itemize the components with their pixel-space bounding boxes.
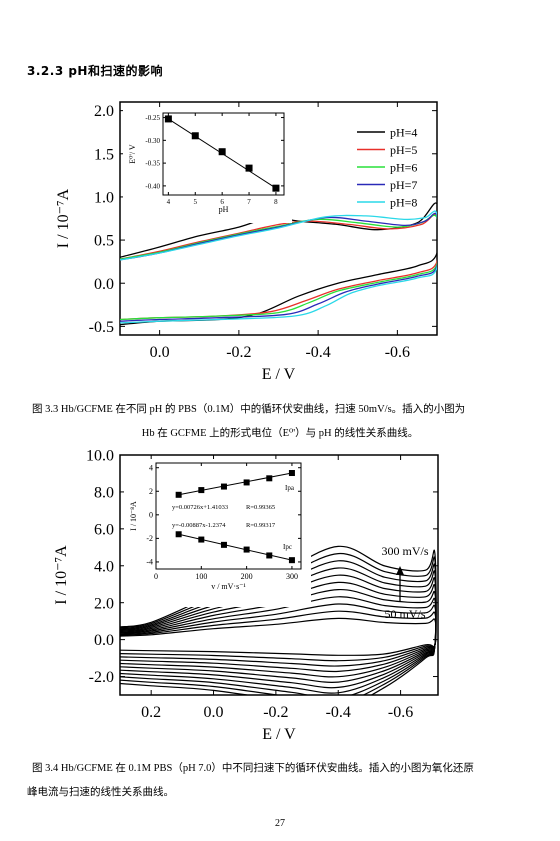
figure-3-3-caption: 图 3.3 Hb/GCFME 在不同 pH 的 PBS（0.1M）中的循环伏安曲…	[0, 398, 560, 446]
fig33-curves	[120, 202, 437, 326]
fig34-annotation-bottom: 50 mV/s	[384, 607, 425, 621]
fig34-inset-equation-ipc: y=-0.00887x-1.2374	[172, 522, 226, 529]
fig34-inset-point-2-3	[220, 541, 227, 548]
fig33-x-tick-label: -0.2	[226, 344, 251, 361]
fig34-inset-x-tick-label: 300	[286, 572, 298, 581]
fig34-inset-x-tick-label: 0	[154, 572, 158, 581]
fig33-legend-label-2: pH=5	[390, 143, 417, 157]
fig34-inset-y-tick-label: 4	[149, 464, 153, 473]
fig34-inset-y-tick-label: 0	[149, 511, 153, 520]
fig34-inset-series-label-ipa: Ipa	[285, 484, 295, 492]
fig33-y-tick-label: 1.0	[94, 190, 114, 207]
fig33-y-tick-label: 0.5	[94, 233, 114, 250]
fig34-inset-fit-line-2	[178, 533, 293, 561]
section-heading: 3.2.3 pH和扫速的影响	[27, 64, 163, 78]
fig34-y-tick-label: 0.0	[94, 632, 114, 649]
fig33-inset-background	[123, 107, 292, 223]
fig33-inset-x-tick-label: 6	[220, 198, 224, 206]
fig34-x-axis-label: E / V	[262, 726, 296, 743]
fig34-inset-r-ipc: R=0.99317	[246, 522, 276, 529]
fig33-inset-x-axis-label: pH	[219, 205, 229, 214]
fig34-inset-y-tick-label: -2	[146, 534, 153, 543]
fig34-inset-point-1-6	[288, 470, 295, 477]
fig33-series-4-curve	[120, 212, 437, 322]
fig34-inset-point-1-5	[266, 475, 273, 482]
fig33-inset-point-4	[245, 164, 253, 172]
fig33-x-axis-label: E / V	[262, 366, 296, 383]
fig34-inset-fit-line-1	[178, 472, 293, 496]
fig33-inset-point-5	[272, 184, 280, 192]
figure-3-4-caption-line-1: 图 3.4 Hb/GCFME 在 0.1M PBS（pH 7.0）中不同扫速下的…	[32, 763, 474, 774]
fig33-inset-x-tick-label: 8	[274, 198, 278, 206]
fig33-x-tick-label: -0.4	[305, 344, 330, 361]
figure-3-4-caption-line-2: 峰电流与扫速的线性关系曲线。	[27, 787, 174, 798]
fig34-annotation-top: 300 mV/s	[381, 544, 428, 558]
fig34-inset-point-1-1	[175, 491, 182, 498]
figure-3-3-caption-line-1: 图 3.3 Hb/GCFME 在不同 pH 的 PBS（0.1M）中的循环伏安曲…	[32, 404, 466, 415]
fig33-x-tick-label: -0.6	[385, 344, 410, 361]
figure-3-4-caption: 图 3.4 Hb/GCFME 在 0.1M PBS（pH 7.0）中不同扫速下的…	[0, 757, 560, 805]
fig34-inset-point-1-3	[220, 483, 227, 490]
fig33-inset-x-tick-label: 4	[167, 198, 171, 206]
fig33-legend-label-3: pH=6	[390, 161, 417, 175]
page-number: 27	[275, 818, 285, 829]
fig34-inset-point-1-2	[198, 487, 205, 494]
fig34-y-tick-label: 10.0	[86, 448, 114, 465]
fig33-y-tick-label: 0.0	[94, 276, 114, 293]
fig33-legend-label-4: pH=7	[390, 178, 417, 192]
fig33-x-tick-label: 0.0	[150, 344, 170, 361]
fig33-y-tick-label: 2.0	[94, 103, 114, 120]
fig34-inset-point-2-2	[198, 536, 205, 543]
fig34-inset-point-2-6	[288, 557, 295, 564]
fig34-inset-y-tick-label: 2	[149, 487, 153, 496]
figure-3-3-caption-line-2: Hb 在 GCFME 上的形式电位（E⁰'）与 pH 的线性关系曲线。	[141, 428, 419, 439]
fig34-arrow-head	[396, 566, 404, 575]
fig33-inset-x-tick-label: 7	[247, 198, 251, 206]
fig34-inset-x-tick-label: 200	[241, 572, 253, 581]
fig33-inset-point-1	[164, 115, 172, 123]
fig33-y-tick-label: 1.5	[94, 146, 114, 163]
fig34-inset-point-1-4	[243, 479, 250, 486]
fig33-inset-y-tick-label: -0.40	[145, 182, 160, 190]
fig34-x-tick-label: -0.6	[388, 704, 413, 721]
fig34-inset-series-label-ipc: Ipc	[283, 543, 292, 551]
fig34-inset-plot-frame	[155, 462, 302, 570]
fig34-inset-background	[124, 459, 311, 607]
fig33-y-tick-label: -0.5	[89, 319, 114, 336]
fig34-y-tick-label: 6.0	[94, 521, 114, 538]
fig34-y-tick-label: 8.0	[94, 485, 114, 502]
fig33-series-3-curve	[120, 214, 437, 321]
fig33-inset-plot-frame	[162, 112, 285, 196]
fig34-x-tick-label: 0.0	[204, 704, 224, 721]
fig34-inset-y-tick-label: -4	[146, 558, 153, 567]
fig33-inset-point-3	[218, 148, 226, 156]
fig33-legend-label-1: pH=4	[390, 126, 417, 140]
fig34-inset-equation-ipa: y=0.00726x+1.41033	[172, 504, 228, 511]
fig33-inset-point-2	[191, 132, 199, 140]
fig34-y-tick-label: -2.0	[89, 669, 114, 686]
fig33-inset-y-tick-label: -0.30	[145, 137, 160, 145]
fig34-y-tick-label: 2.0	[94, 595, 114, 612]
fig34-inset-point-2-4	[243, 546, 250, 553]
fig34-inset-x-axis-label: v / mV·s⁻¹	[211, 582, 246, 591]
fig33-series-2-curve	[120, 213, 437, 321]
fig33-inset-y-tick-label: -0.25	[145, 114, 160, 122]
fig34-inset-point-2-5	[266, 552, 273, 559]
fig33-inset-x-tick-label: 5	[194, 198, 198, 206]
fig34-x-tick-label: -0.2	[263, 704, 288, 721]
fig34-inset-y-axis-label: I / 10⁻⁸A	[129, 501, 138, 531]
fig34-y-axis-label: I / 10⁻⁷A	[53, 545, 70, 605]
fig33-legend-label-5: pH=8	[390, 196, 417, 210]
fig34-x-tick-label: -0.4	[326, 704, 351, 721]
fig34-inset-x-tick-label: 100	[195, 572, 207, 581]
fig34-x-tick-label: 0.2	[141, 704, 161, 721]
fig33-inset-y-tick-label: -0.35	[145, 160, 160, 168]
fig33-inset-y-axis-label: E⁰'/ V	[128, 144, 137, 164]
fig34-inset-point-2-1	[175, 531, 182, 538]
fig34-y-tick-label: 4.0	[94, 558, 114, 575]
fig33-y-axis-label: I / 10⁻⁷A	[55, 188, 72, 248]
fig33-series-5-curve	[120, 210, 437, 324]
fig34-inset-r-ipa: R=0.99365	[246, 504, 275, 511]
